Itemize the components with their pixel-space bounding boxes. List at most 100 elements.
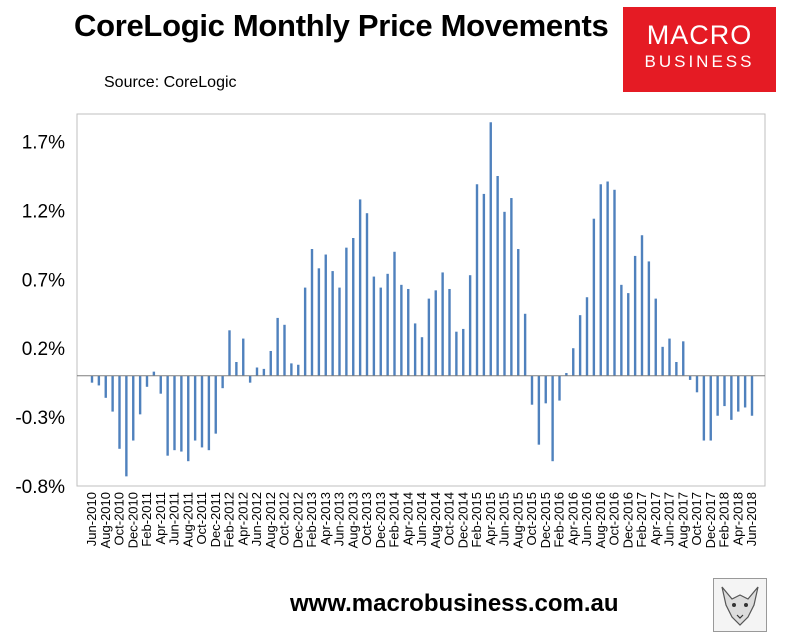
bar-Oct-2014 [448,288,451,376]
bar-Mar-2014 [400,284,403,376]
bar-Mar-2017 [647,261,651,376]
x-tick-label: Oct-2015 [524,492,539,545]
x-tick-label: Jun-2016 [579,492,594,546]
bar-Jan-2012 [221,375,224,389]
bar-Oct-2012 [283,324,286,376]
y-tick-label: -0.3% [15,408,65,429]
bar-Sep-2010 [111,375,114,412]
bar-Jul-2011 [180,375,183,452]
bar-Feb-2013 [310,249,314,376]
x-tick-label: Dec-2013 [373,492,388,548]
x-tick-label: Oct-2013 [359,492,374,545]
bar-Jan-2017 [633,255,637,376]
bar-Dec-2011 [214,375,217,434]
bar-Jun-2016 [585,297,589,376]
bar-Mar-2016 [565,373,568,376]
fox-logo-icon [713,578,767,632]
bar-Apr-2012 [242,338,245,376]
bar-Apr-2014 [407,288,410,376]
bar-Jun-2013 [338,287,341,376]
x-tick-label: Dec-2016 [620,492,635,548]
bar-May-2012 [248,375,252,383]
bar-Jun-2010 [90,375,94,383]
bar-Sep-2015 [523,313,527,376]
bar-Sep-2013 [358,199,362,376]
bar-series [90,122,754,477]
bar-Oct-2011 [200,375,204,448]
bar-Feb-2017 [640,235,644,376]
bar-May-2011 [166,375,169,456]
bar-Nov-2016 [620,284,623,376]
x-tick-label: Oct-2017 [689,492,704,545]
bar-Jul-2010 [97,375,101,386]
bar-Apr-2017 [654,298,657,376]
x-tick-label: Apr-2016 [565,492,580,545]
bar-Apr-2013 [324,254,327,376]
bar-Mar-2011 [152,371,156,376]
bar-Mar-2018 [730,375,733,420]
bar-Nov-2014 [455,331,458,376]
bar-Aug-2016 [599,184,602,376]
bar-Aug-2014 [434,290,437,376]
plot-area [76,113,766,487]
x-tick-label: Oct-2016 [607,492,622,545]
x-tick-label: Jun-2010 [84,492,99,546]
y-tick-label: 1.2% [22,201,65,222]
bar-Aug-2015 [517,249,520,376]
x-tick-label: Dec-2012 [290,492,305,548]
x-tick-label: Aug-2013 [345,492,360,548]
bar-Feb-2014 [393,251,396,376]
x-tick-label: Aug-2011 [180,492,195,547]
y-axis-ticks: -0.8% -0.3% 0.2% 0.7% 1.2% 1.7% [15,133,65,498]
x-tick-label: Feb-2012 [222,492,237,548]
bar-Jul-2017 [675,362,678,376]
x-tick-label: Feb-2014 [387,492,402,548]
bar-Feb-2015 [475,184,479,376]
fox-sketch-icon [721,586,759,626]
bar-Dec-2016 [627,293,630,376]
bar-Feb-2011 [145,375,149,387]
bar-Nov-2017 [702,375,706,441]
x-tick-label: Jun-2015 [497,492,512,546]
x-tick-label: Feb-2017 [634,492,649,548]
bar-May-2015 [496,176,499,376]
macrobusiness-logo[interactable]: MACRO BUSINESS [623,7,776,92]
bar-May-2018 [743,375,747,408]
x-tick-label: Apr-2017 [648,492,663,545]
logo-line-2: BUSINESS [644,52,755,71]
bar-Feb-2012 [228,330,231,376]
x-tick-label: Oct-2014 [442,492,457,545]
x-tick-label: Feb-2013 [304,492,319,548]
bar-Sep-2011 [193,375,197,441]
x-tick-label: Apr-2014 [400,492,415,545]
x-tick-label: Aug-2016 [593,492,608,548]
bar-Dec-2015 [544,375,547,404]
bar-May-2016 [578,315,582,376]
x-tick-label: Aug-2017 [675,492,690,548]
x-tick-label: Dec-2015 [538,492,553,548]
y-tick-label: -0.8% [15,477,65,498]
x-tick-label: Oct-2012 [277,492,292,545]
bar-Jun-2012 [255,367,259,376]
chart-title: CoreLogic Monthly Price Movements [74,8,609,43]
x-tick-label: Oct-2010 [112,492,127,545]
bar-Sep-2014 [441,272,444,376]
bar-Jul-2013 [345,247,348,376]
bar-Jul-2016 [592,218,596,376]
bar-Jan-2011 [138,375,142,415]
bar-chart: -0.8%-0.3%0.2%0.7%1.2%1.7% Jun-2010Aug-2… [15,113,766,548]
website-url[interactable]: www.macrobusiness.com.au [290,590,619,617]
bar-Nov-2011 [207,375,211,451]
x-tick-label: Jun-2013 [332,492,347,546]
y-tick-label: 0.2% [22,339,65,360]
x-tick-label: Dec-2014 [455,492,470,548]
bar-Dec-2010 [132,375,135,441]
y-tick-label: 1.7% [22,133,65,154]
bar-Aug-2012 [269,350,272,376]
bar-Apr-2015 [489,122,492,376]
x-tick-label: Jun-2017 [662,492,677,546]
bar-Nov-2015 [537,375,541,445]
x-tick-label: Jun-2014 [414,492,429,546]
bar-Jun-2015 [503,211,506,376]
x-tick-label: Dec-2010 [125,492,140,548]
